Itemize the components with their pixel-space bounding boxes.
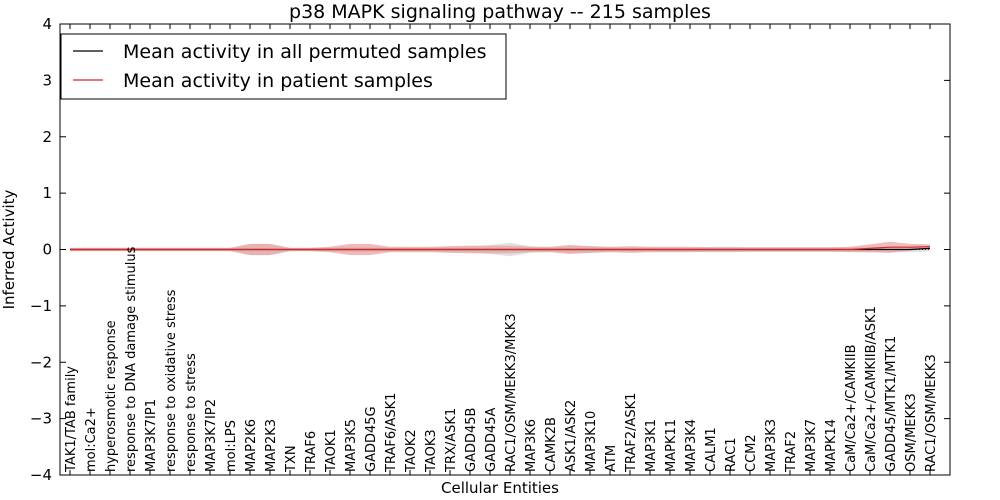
y-tick-label: −2 <box>30 353 52 371</box>
x-tick-label: MAPK11 <box>664 419 679 472</box>
y-tick-label: 0 <box>42 241 52 259</box>
x-tick-label: MAPK14 <box>824 419 839 472</box>
legend-label-patient: Mean activity in patient samples <box>123 70 433 92</box>
series-lines <box>70 246 931 251</box>
y-axis-ticks: −4 −3 −2 −1 0 1 2 3 4 <box>30 15 950 484</box>
x-tick-label: mol:LPS <box>224 420 239 472</box>
x-tick-label: GADD45G <box>364 406 379 472</box>
x-tick-label: response to DNA damage stimulus <box>124 246 139 472</box>
x-tick-label: MAP3K3 <box>764 419 779 472</box>
x-tick-label: CaM/Ca2+/CAMKIIB/ASK1 <box>864 306 879 472</box>
y-tick-label: −3 <box>30 410 52 428</box>
x-tick-label: RAC1/OSM/MEKK3 <box>924 354 939 472</box>
legend-box <box>60 33 507 100</box>
x-tick-label: TXN <box>284 445 299 473</box>
legend-label-permuted: Mean activity in all permuted samples <box>123 41 486 63</box>
x-tick-label: mol:Ca2+ <box>84 407 99 472</box>
x-tick-label: MAP3K7 <box>804 419 819 472</box>
x-tick-label: RAC1/OSM/MEKK3/MKK3 <box>504 313 519 472</box>
confidence-band-1 <box>70 241 930 256</box>
y-tick-label: 2 <box>42 128 52 146</box>
x-tick-label: CaM/Ca2+/CAMKIIB <box>844 344 859 472</box>
x-tick-label: RAC1 <box>724 437 739 472</box>
x-tick-label: response to oxidative stress <box>164 289 179 472</box>
x-tick-label: MAP2K3 <box>264 419 279 472</box>
x-tick-label: TAOK3 <box>424 429 439 473</box>
x-tick-label: ASK1/ASK2 <box>564 400 579 472</box>
x-tick-label: TAOK2 <box>404 429 419 473</box>
x-tick-label: TRAF2 <box>784 431 799 473</box>
x-tick-label: TRAF6 <box>304 431 319 473</box>
x-tick-label: MAP2K6 <box>244 419 259 472</box>
series-line-1 <box>70 246 931 251</box>
x-tick-label: GADD45B <box>464 408 479 472</box>
x-tick-label: TRAF6/ASK1 <box>384 393 399 473</box>
y-tick-label: −1 <box>30 297 52 315</box>
x-tick-label: CALM1 <box>704 427 719 472</box>
x-tick-label: TRX/ASK1 <box>444 408 459 473</box>
x-tick-label: GADD45/MTK1/MTK1 <box>884 336 899 472</box>
legend: Mean activity in all permuted samples Me… <box>60 33 507 100</box>
x-tick-label: OSM/MEKK3 <box>904 393 919 472</box>
x-axis-label: Cellular Entities <box>441 479 559 497</box>
chart-title: p38 MAPK signaling pathway -- 215 sample… <box>289 1 711 23</box>
x-tick-label: MAP3K5 <box>344 419 359 472</box>
y-tick-label: 1 <box>42 184 52 202</box>
x-tick-label: GADD45A <box>484 407 499 472</box>
x-tick-label: TRAF2/ASK1 <box>624 393 639 473</box>
x-tick-label: hyperosmotic response <box>104 320 119 472</box>
y-axis-label: Inferred Activity <box>0 189 18 309</box>
y-tick-label: −4 <box>30 466 52 484</box>
y-tick-label: 4 <box>42 15 52 33</box>
x-tick-label: MAP3K6 <box>524 419 539 472</box>
y-tick-label: 3 <box>42 71 52 89</box>
x-tick-label: CAMK2B <box>544 417 559 472</box>
x-tick-label: MAP3K4 <box>684 419 699 472</box>
x-tick-label: MAP3K1 <box>644 419 659 472</box>
x-tick-label: MAP3K10 <box>584 411 599 472</box>
x-tick-label: CCM2 <box>744 434 759 472</box>
x-tick-label: TAK1/TAB family <box>64 366 79 473</box>
x-tick-label: MAP3K7IP1 <box>144 399 159 472</box>
x-tick-label: ATM <box>604 445 619 472</box>
x-tick-label: response to stress <box>184 353 199 472</box>
x-tick-label: MAP3K7IP2 <box>204 399 219 472</box>
x-tick-label: TAOK1 <box>324 429 339 473</box>
x-axis-ticks: TAK1/TAB family mol:Ca2+ hyperosmotic resp… <box>64 24 939 475</box>
